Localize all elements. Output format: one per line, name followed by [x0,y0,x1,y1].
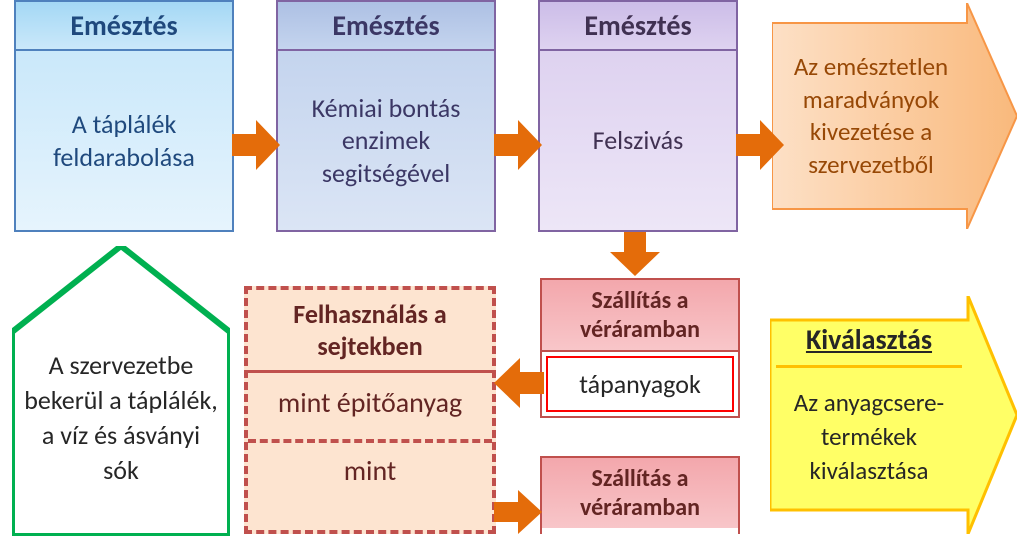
intake-text: A szervezetbe bekerül a táplálék, a víz … [22,348,220,488]
elimination-text: Az emésztetlen maradványok kivezetése a … [780,23,962,209]
digestion-step-1-title: Emésztés [16,2,232,51]
usage-body-2: mint [248,443,492,488]
arrow-down-absorption [610,232,660,281]
arrow-2-3 [494,120,542,175]
digestion-step-2-body: Kémiai bontás enzimek segitségével [278,51,494,230]
transport-1-body-inner: tápanyagok [546,356,734,412]
arrow-transport-to-usage [494,358,544,413]
digestion-step-3-title: Emésztés [540,2,736,51]
digestion-step-1: Emésztés A táplálék feldarabolása [14,0,234,232]
digestion-step-1-body: A táplálék feldarabolása [16,51,232,230]
transport-box-2: Szállítás a véráramban [540,456,740,534]
usage-title: Felhasználás a sejtekben [248,290,492,373]
excretion-body: Az anyagcsere-termékek kiválasztása [778,386,960,487]
excretion-title: Kiválasztás [776,318,962,368]
transport-2-title: Szállítás a véráramban [542,458,738,528]
digestion-step-3: Emésztés Felszivás [538,0,738,232]
excretion-arrow-box: Kiválasztás Az anyagcsere-termékek kivál… [770,296,1017,534]
transport-1-title: Szállítás a véráramban [542,280,738,352]
digestion-step-3-body: Felszivás [540,51,736,230]
transport-box-1: Szállítás a véráramban tápanyagok [540,278,740,418]
digestion-step-2-title: Emésztés [278,2,494,51]
usage-box: Felhasználás a sejtekben mint épitőanyag… [244,286,496,534]
elimination-arrow-box: Az emésztetlen maradványok kivezetése a … [772,3,1017,229]
arrow-usage-to-transport2 [494,490,542,539]
usage-body-1: mint épitőanyag [248,373,492,443]
arrow-3-4 [736,120,784,175]
arrow-1-2 [232,120,280,175]
intake-pentagon: A szervezetbe bekerül a táplálék, a víz … [12,246,230,536]
digestion-step-2: Emésztés Kémiai bontás enzimek segitségé… [276,0,496,232]
transport-1-body: tápanyagok [542,352,738,416]
